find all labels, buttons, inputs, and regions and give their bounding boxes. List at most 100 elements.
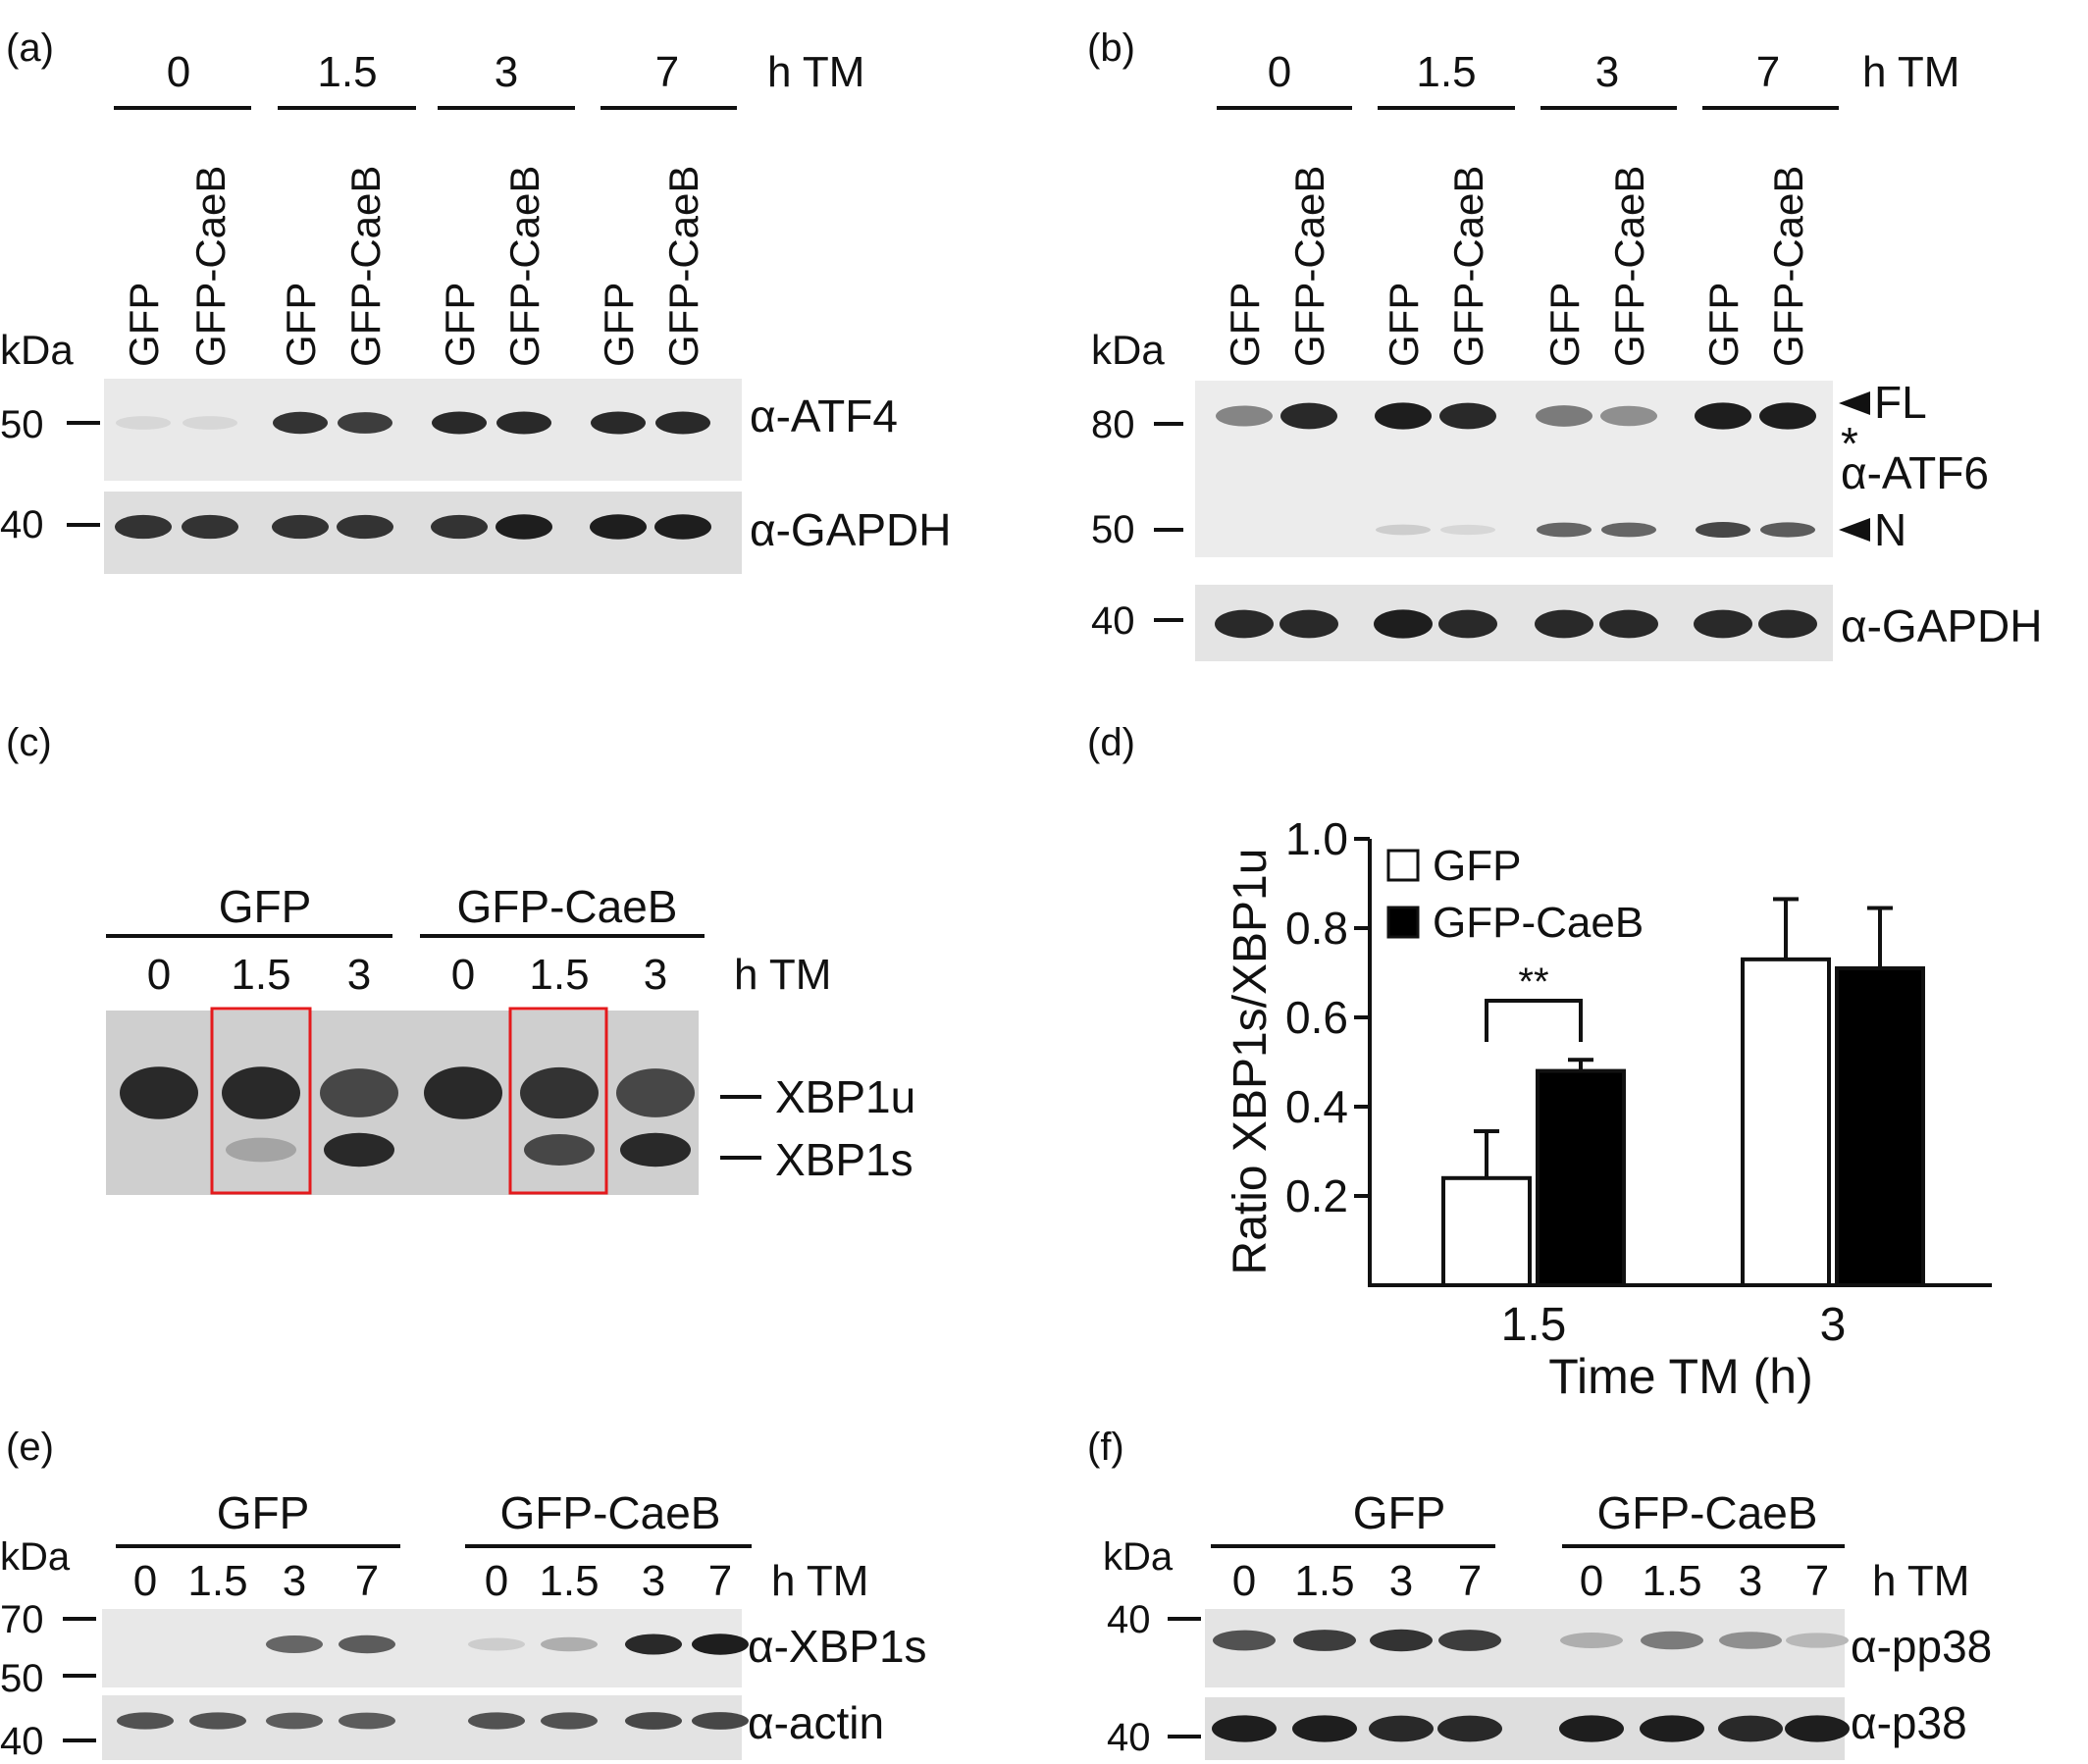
panel-f-kda: kDa xyxy=(1103,1535,1174,1579)
lane-label-4: GFP xyxy=(437,283,483,367)
xbp1s-band-2 xyxy=(266,1634,323,1654)
gapdh-band-6 xyxy=(590,514,647,540)
actin-band-5 xyxy=(541,1712,598,1730)
panel-d-label: (d) xyxy=(1087,721,1135,764)
atf6-fl-band-7 xyxy=(1759,402,1816,430)
gapdh-band-6 xyxy=(1694,609,1752,639)
y-tick xyxy=(1354,926,1370,930)
atf6-fl-band-6 xyxy=(1695,402,1751,430)
error-bar-cap xyxy=(1773,897,1799,902)
panel-a-time-7: 7 xyxy=(655,48,679,96)
xbp1u-band-3 xyxy=(424,1066,502,1119)
panel-b-group-line-7 xyxy=(1702,106,1839,110)
panel-b-time-unit: h TM xyxy=(1862,48,1959,96)
time-label-2: 3 xyxy=(347,951,371,999)
error-bar xyxy=(1878,908,1882,968)
panel-f: (f) GFP GFP-CaeB kDa 0 1.5 3 7 0 1.5 3 7 h TM 4… xyxy=(1087,1426,1992,1760)
bar-gfp-caeb-1.5 xyxy=(1536,1068,1626,1287)
pp38-band-3 xyxy=(1438,1630,1501,1651)
panel-a-time-3: 3 xyxy=(495,48,518,96)
panel-b-fl-arrowhead-icon xyxy=(1839,391,1870,415)
y-tick-label: 0.8 xyxy=(1285,903,1348,954)
panel-b-lane-labels: GFP GFP-CaeB GFP GFP-CaeB GFP GFP-CaeB GFP GFP-… xyxy=(1222,166,1811,367)
time-label-0: 0 xyxy=(147,951,171,999)
xbp1u-band-0 xyxy=(120,1066,198,1119)
time-label-2: 3 xyxy=(1389,1557,1413,1605)
actin-band-2 xyxy=(266,1712,323,1730)
xbp1s-band-5 xyxy=(541,1636,598,1652)
xbp1s-band-3 xyxy=(339,1634,395,1654)
xbp1u-band-5 xyxy=(616,1068,695,1117)
gapdh-band-7 xyxy=(1758,609,1817,639)
panel-b-marker-40: 40 xyxy=(1091,599,1135,643)
panel-a-atf4-blot xyxy=(104,379,742,481)
time-label-2: 3 xyxy=(283,1557,306,1605)
time-label-5: 1.5 xyxy=(539,1557,599,1605)
p38-band-0 xyxy=(1212,1715,1277,1742)
panel-f-marker-tick-40-top xyxy=(1168,1617,1201,1621)
lane-label-0: GFP xyxy=(121,283,167,367)
significance-label: ** xyxy=(1518,960,1548,1004)
xbp1u-band-1 xyxy=(222,1066,300,1119)
panel-b-atf6-fl-bands xyxy=(1216,402,1816,430)
panel-b-annotation-fl: FL xyxy=(1874,377,1927,428)
lane-label-4: GFP xyxy=(1541,283,1588,367)
legend-label-gfp: GFP xyxy=(1433,842,1521,890)
atf6-n-band-7 xyxy=(1760,522,1815,538)
time-label-6: 3 xyxy=(642,1557,665,1605)
panel-a: (a) 0 1.5 3 7 h TM GFP GFP-CaeB GFP GFP-Cae… xyxy=(0,26,952,574)
panel-a-group-line-7 xyxy=(600,106,737,110)
atf6-n-band-6 xyxy=(1696,522,1750,538)
time-label-3: 7 xyxy=(355,1557,379,1605)
panel-a-time-0: 0 xyxy=(167,48,190,96)
atf4-band-4 xyxy=(432,411,487,435)
lane-label-6: GFP xyxy=(596,283,642,367)
atf4-band-7 xyxy=(655,411,710,435)
panel-b-group-line-3 xyxy=(1540,106,1677,110)
panel-e-antibody-actin: α-actin xyxy=(748,1697,884,1748)
p38-band-1 xyxy=(1292,1715,1357,1742)
panel-a-atf4-bands xyxy=(116,411,710,435)
panel-a-marker-tick-40 xyxy=(67,523,100,527)
time-label-4: 0 xyxy=(485,1557,508,1605)
x-axis xyxy=(1368,1283,1992,1287)
gapdh-band-5 xyxy=(1599,609,1658,639)
lane-label-3: GFP-CaeB xyxy=(342,166,389,367)
xbp1s-band-2 xyxy=(324,1132,394,1167)
gapdh-band-7 xyxy=(654,514,711,540)
panel-e-time-unit: h TM xyxy=(771,1557,868,1605)
panel-b: (b) 0 1.5 3 7 h TM GFP GFP-CaeB GFP GFP-Cae… xyxy=(1087,26,2043,661)
atf6-fl-band-1 xyxy=(1280,402,1337,430)
atf4-band-3 xyxy=(338,412,392,434)
panel-c-group-line-gfp xyxy=(106,934,392,938)
y-tick xyxy=(1354,1015,1370,1019)
panel-b-marker-tick-40 xyxy=(1154,618,1183,622)
panel-c-highlight-box-gfp-caeb xyxy=(508,1007,608,1195)
panel-b-group-line-0 xyxy=(1217,106,1352,110)
panel-a-antibody-atf4: α-ATF4 xyxy=(750,390,898,441)
panel-b-time-0: 0 xyxy=(1268,48,1291,96)
gapdh-band-1 xyxy=(1279,609,1338,639)
atf4-band-0 xyxy=(116,416,171,430)
pp38-band-1 xyxy=(1293,1630,1356,1651)
panel-a-marker-50: 50 xyxy=(0,403,44,446)
y-tick xyxy=(1354,1105,1370,1109)
gapdh-band-3 xyxy=(1438,609,1497,639)
gapdh-band-1 xyxy=(182,514,238,540)
panel-a-marker-tick-50 xyxy=(67,421,100,425)
panel-b-marker-80: 80 xyxy=(1091,403,1135,446)
panel-b-kda: kDa xyxy=(1091,327,1165,373)
atf6-n-band-3 xyxy=(1440,524,1495,536)
panel-a-label: (a) xyxy=(6,26,54,70)
pp38-band-4 xyxy=(1560,1633,1623,1648)
xbp1s-band-6 xyxy=(625,1634,682,1655)
panel-c-group-gfp-caeb: GFP-CaeB xyxy=(457,881,678,932)
panel-a-group-line-3 xyxy=(438,106,575,110)
panel-c-band-tick-xbp1u xyxy=(720,1095,761,1099)
panel-c-xbp1s-bands xyxy=(226,1132,691,1167)
panel-a-group-line-0 xyxy=(114,106,251,110)
panel-c-time-labels: 0 1.5 3 0 1.5 3 xyxy=(147,951,667,999)
atf4-band-2 xyxy=(273,411,328,435)
atf6-fl-band-4 xyxy=(1536,405,1592,427)
